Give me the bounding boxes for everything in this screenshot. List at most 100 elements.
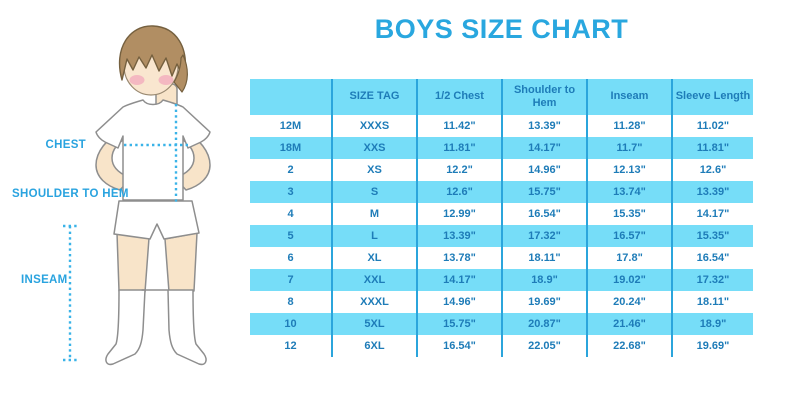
- table-row: 5 L 13.39" 17.32" 16.57" 15.35": [250, 225, 753, 247]
- table-cell: 18M: [250, 137, 332, 159]
- right-leg: [164, 232, 198, 293]
- table-cell: 22.68": [586, 335, 672, 357]
- table-row: 6 XL 13.78" 18.11" 17.8" 16.54": [250, 247, 753, 269]
- boy-measurement-illustration: [63, 25, 211, 366]
- column-header: SIZE TAG: [331, 79, 417, 115]
- table-cell: 7: [250, 269, 332, 291]
- table-cell: 16.54": [501, 203, 587, 225]
- table-cell: 22.05": [501, 335, 587, 357]
- table-cell: 15.35": [586, 203, 672, 225]
- column-header: Shoulder to Hem: [501, 79, 587, 115]
- table-row: 12M XXXS 11.42" 13.39" 11.28" 11.02": [250, 115, 753, 137]
- table-cell: 12.99": [416, 203, 502, 225]
- table-row: 18M XXS 11.81" 14.17" 11.7" 11.81": [250, 137, 753, 159]
- table-cell: 13.39": [416, 225, 502, 247]
- table-cell: 20.24": [586, 291, 672, 313]
- table-cell: 18.9": [501, 269, 587, 291]
- table-cell: 13.74": [586, 181, 672, 203]
- inseam-label: INSEAM: [21, 274, 68, 286]
- table-cell: 13.39": [501, 115, 587, 137]
- table-cell: XXXS: [331, 115, 417, 137]
- size-table-container: SIZE TAG 1/2 Chest Shoulder to Hem Inseam Sl…: [250, 79, 753, 357]
- table-cell: 17.32": [671, 269, 753, 291]
- page-title: BOYS SIZE CHART: [374, 14, 629, 44]
- table-cell: 18.9": [671, 313, 753, 335]
- size-table: SIZE TAG 1/2 Chest Shoulder to Hem Inseam Sl…: [250, 79, 753, 357]
- shorts: [113, 200, 200, 240]
- table-row: 10 5XL 15.75" 20.87" 21.46" 18.9": [250, 313, 753, 335]
- table-cell: 19.69": [671, 335, 753, 357]
- table-cell: 6XL: [331, 335, 417, 357]
- size-table-body: 12M XXXS 11.42" 13.39" 11.28" 11.02" 18M XXS 11.…: [250, 115, 753, 357]
- table-cell: 10: [250, 313, 332, 335]
- table-cell: 4: [287, 208, 294, 220]
- table-cell: 14.17": [671, 203, 753, 225]
- table-cell: 14.17": [416, 269, 502, 291]
- table-row: 12 6XL 16.54" 22.05" 22.68" 19.69": [250, 335, 753, 357]
- table-cell: XS: [331, 159, 417, 181]
- table-cell: 19.69": [501, 291, 587, 313]
- table-cell: 18.11": [501, 247, 587, 269]
- table-cell: 13.78": [416, 247, 502, 269]
- table-cell: 16.54": [416, 335, 502, 357]
- left-leg: [116, 232, 150, 293]
- table-cell: 12.13": [586, 159, 672, 181]
- table-cell: 19.02": [586, 269, 672, 291]
- table-row: 7 XXL 14.17" 18.9" 19.02" 17.32": [250, 269, 753, 291]
- table-header-row: SIZE TAG 1/2 Chest Shoulder to Hem Inseam Sl…: [250, 79, 753, 115]
- table-cell: 20.87": [501, 313, 587, 335]
- table-cell: S: [331, 181, 417, 203]
- table-cell: 15.35": [671, 225, 753, 247]
- table-cell: 14.96": [416, 291, 502, 313]
- table-cell: 11.02": [671, 115, 753, 137]
- table-row: 2 XS 12.2" 14.96" 12.13" 12.6": [250, 159, 753, 181]
- table-row: 3 S 12.6" 15.75" 13.74" 13.39": [250, 181, 753, 203]
- hair: [118, 25, 186, 81]
- table-cell: 11.7": [586, 137, 672, 159]
- table-cell: 14.96": [501, 159, 587, 181]
- table-cell: M: [331, 203, 417, 225]
- table-cell: 21.46": [586, 313, 672, 335]
- table-cell: 12.6": [671, 159, 753, 181]
- table-cell: 11.42": [416, 115, 502, 137]
- table-cell: 15.75": [416, 313, 502, 335]
- table-cell: 3: [250, 181, 332, 203]
- table-cell: 12.6": [416, 181, 502, 203]
- table-row: 4 M 12.99" 16.54" 15.35" 14.17": [250, 203, 753, 225]
- table-cell: 11.28": [586, 115, 672, 137]
- column-header: Sleeve Length: [671, 79, 753, 115]
- table-cell: 18.11": [671, 291, 753, 313]
- table-cell: 5XL: [331, 313, 417, 335]
- table-cell: 15.75": [501, 181, 587, 203]
- table-cell: XXL: [331, 269, 417, 291]
- left-cheek: [129, 75, 145, 85]
- table-cell: 13.39": [671, 181, 753, 203]
- table-cell: XXXL: [331, 291, 417, 313]
- chest-label: CHEST: [45, 139, 86, 151]
- table-cell: 16.57": [586, 225, 672, 247]
- table-cell: 17.8": [586, 247, 672, 269]
- right-sock: [141, 289, 207, 366]
- column-header: [250, 79, 332, 115]
- table-cell: 11.81": [671, 137, 753, 159]
- table-cell: 14.17": [501, 137, 587, 159]
- size-table-header: SIZE TAG 1/2 Chest Shoulder to Hem Inseam Sl…: [250, 79, 753, 115]
- table-cell: 12: [284, 340, 297, 352]
- table-cell: XL: [331, 247, 417, 269]
- shirt: [95, 99, 211, 201]
- table-cell: XXS: [331, 137, 417, 159]
- table-cell: 6: [287, 252, 294, 264]
- table-cell: 8: [287, 296, 294, 308]
- table-cell: L: [331, 225, 417, 247]
- hair-side-lock: [173, 54, 188, 93]
- table-cell: 16.54": [671, 247, 753, 269]
- left-sock: [105, 289, 146, 366]
- column-header: 1/2 Chest: [416, 79, 502, 115]
- right-cheek: [158, 75, 174, 85]
- column-header: Inseam: [586, 79, 672, 115]
- table-cell: 11.81": [416, 137, 502, 159]
- shoulder-to-hem-label: SHOULDER TO HEM: [12, 188, 129, 200]
- table-cell: 12M: [279, 120, 302, 132]
- table-cell: 12.2": [416, 159, 502, 181]
